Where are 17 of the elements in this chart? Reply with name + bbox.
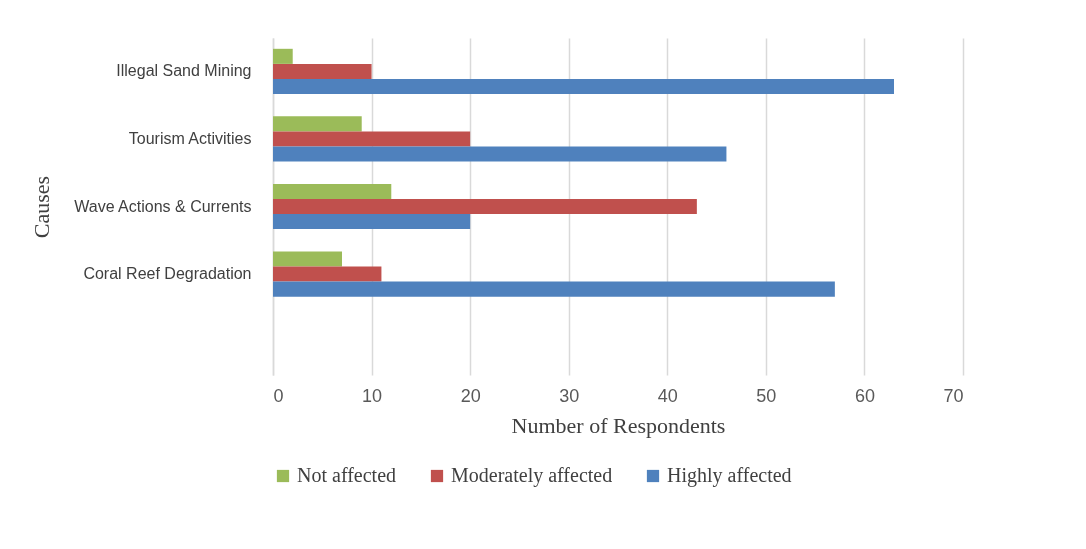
- y-tick-label: Wave Actions & Currents: [74, 197, 252, 215]
- legend-label: Not affected: [297, 464, 397, 486]
- x-axis-title: Number of Respondents: [511, 412, 726, 438]
- x-tick-label: 60: [854, 385, 875, 406]
- x-tick-label: 10: [362, 385, 383, 406]
- y-tick-label: Tourism Activities: [128, 129, 252, 147]
- x-tick-label: 20: [460, 385, 481, 406]
- x-tick-label: 30: [559, 385, 580, 406]
- legend-label: Moderately affected: [451, 464, 613, 487]
- x-tick-label: 70: [943, 385, 964, 406]
- y-tick-label: Coral Reef Degradation: [83, 265, 252, 283]
- y-tick-label: Illegal Sand Mining: [116, 62, 252, 80]
- x-tick-label: 0: [273, 385, 284, 406]
- x-tick-label: 50: [756, 385, 777, 406]
- y-axis-title: Causes: [28, 175, 54, 239]
- x-tick-label: 40: [657, 385, 678, 406]
- legend-label: Highly affected: [667, 464, 792, 487]
